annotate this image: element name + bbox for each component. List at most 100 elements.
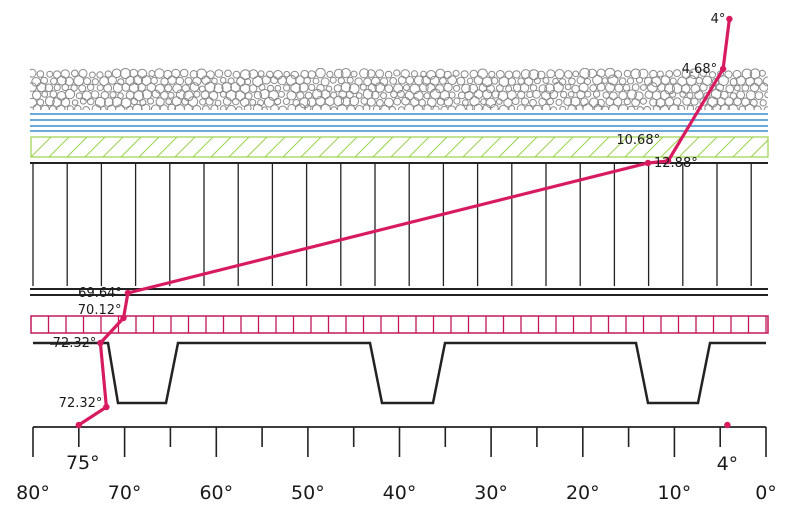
gravel-stone bbox=[532, 104, 543, 110]
gravel-stone bbox=[375, 69, 385, 79]
gravel-stone bbox=[555, 98, 563, 106]
gravel-stone bbox=[580, 97, 589, 107]
gravel-stone bbox=[443, 70, 452, 79]
gravel-stone bbox=[219, 76, 227, 84]
gravel-stone bbox=[466, 104, 474, 110]
gravel-stone bbox=[286, 90, 297, 101]
gravel-stone bbox=[359, 68, 370, 79]
gravel-stone bbox=[167, 75, 177, 85]
gravel-stone bbox=[253, 91, 263, 100]
gravel-stone bbox=[274, 84, 282, 92]
gravel-stone bbox=[53, 83, 61, 92]
gravel-stone bbox=[745, 76, 755, 87]
gravel-stone bbox=[111, 96, 123, 108]
gravel-stone bbox=[432, 105, 440, 110]
hatch-line bbox=[120, 136, 142, 158]
gravel-stone bbox=[538, 97, 547, 107]
gravel-stone bbox=[699, 83, 708, 92]
gravel-stone bbox=[429, 88, 441, 100]
gravel-stone bbox=[699, 97, 708, 106]
gravel-stone bbox=[336, 103, 348, 110]
gravel-stone bbox=[78, 68, 88, 78]
gravel-stone bbox=[96, 71, 104, 79]
gravel-stone bbox=[362, 104, 371, 110]
gravel-stone bbox=[159, 104, 169, 110]
gravel-stone bbox=[686, 104, 695, 110]
gravel-stone bbox=[636, 76, 643, 84]
gravel-stone bbox=[426, 70, 437, 80]
x-tick-label: 20° bbox=[566, 482, 600, 504]
gravel-stone bbox=[702, 75, 713, 86]
gravel-stone bbox=[404, 103, 415, 110]
gravel-stone bbox=[304, 104, 312, 110]
gravel-stone bbox=[132, 103, 143, 110]
gravel-stone bbox=[307, 70, 317, 79]
gravel-stone bbox=[73, 75, 85, 87]
gravel-stone bbox=[732, 69, 742, 79]
gravel-stone bbox=[179, 68, 189, 78]
gravel-stone bbox=[349, 96, 360, 107]
gravel-stone bbox=[74, 105, 82, 110]
gravel-stone bbox=[724, 96, 734, 106]
gravel-stone bbox=[398, 106, 405, 110]
gravel-stone bbox=[734, 84, 741, 92]
temperature-label: 4° bbox=[711, 12, 726, 27]
gravel-stone bbox=[220, 105, 227, 110]
gravel-stone bbox=[707, 96, 719, 108]
gravel-stone bbox=[413, 104, 424, 110]
gravel-stone bbox=[232, 97, 240, 106]
gravel-stone bbox=[456, 76, 466, 86]
gravel-stone bbox=[520, 97, 530, 106]
gravel-stone bbox=[210, 104, 219, 110]
gravel-stone bbox=[549, 89, 559, 100]
hatch-line bbox=[570, 136, 592, 158]
gravel-stone bbox=[626, 77, 635, 85]
gravel-stone bbox=[36, 70, 45, 78]
gravel-stone bbox=[222, 97, 232, 106]
gravel-stone bbox=[563, 97, 573, 106]
gravel-stone bbox=[457, 91, 466, 100]
gravel-stone bbox=[529, 84, 538, 92]
gravel-stone bbox=[576, 90, 586, 100]
gravel-stone bbox=[200, 90, 210, 100]
gravel-stone bbox=[154, 68, 165, 79]
gravel-stone bbox=[348, 83, 360, 95]
gravel-stone bbox=[744, 103, 755, 110]
temperature-point bbox=[719, 65, 727, 73]
gravel-stone bbox=[312, 88, 323, 100]
gravel-stone bbox=[96, 84, 104, 92]
gravel-stone bbox=[86, 97, 95, 106]
gravel-stone bbox=[550, 106, 558, 110]
gravel-stone bbox=[699, 69, 708, 77]
gravel-stone bbox=[83, 77, 92, 86]
gravel-stone bbox=[46, 70, 54, 78]
gravel-stone bbox=[466, 77, 474, 85]
gravel-stone bbox=[30, 97, 38, 108]
gravel-stone bbox=[380, 92, 388, 100]
gravel-stone bbox=[468, 83, 479, 94]
gravel-stone bbox=[141, 89, 153, 100]
gravel-stone bbox=[315, 68, 326, 79]
gravel-stone bbox=[380, 104, 390, 110]
gravel-stone bbox=[443, 82, 453, 92]
gravel-stone bbox=[337, 77, 345, 85]
gravel-stone bbox=[526, 90, 534, 99]
gravel-stone bbox=[519, 83, 530, 93]
hatch-line bbox=[282, 136, 304, 158]
gravel-stone bbox=[376, 99, 384, 107]
gravel-stone bbox=[448, 91, 456, 99]
gravel-stone bbox=[61, 83, 70, 92]
gravel-stone bbox=[564, 83, 572, 91]
gravel-stone bbox=[567, 104, 578, 110]
temperature-point bbox=[120, 314, 127, 322]
temperature-label: 72.32° bbox=[59, 396, 103, 411]
gravel-stone bbox=[189, 82, 200, 92]
gravel-stone bbox=[602, 91, 610, 99]
gravel-stone bbox=[201, 75, 211, 85]
gravel-stone bbox=[631, 83, 640, 92]
x-tick-label: 70° bbox=[108, 482, 142, 504]
gravel-stone bbox=[257, 70, 265, 78]
hatch-line bbox=[246, 136, 268, 158]
gravel-stone bbox=[652, 104, 662, 110]
hatch-line bbox=[516, 136, 538, 158]
